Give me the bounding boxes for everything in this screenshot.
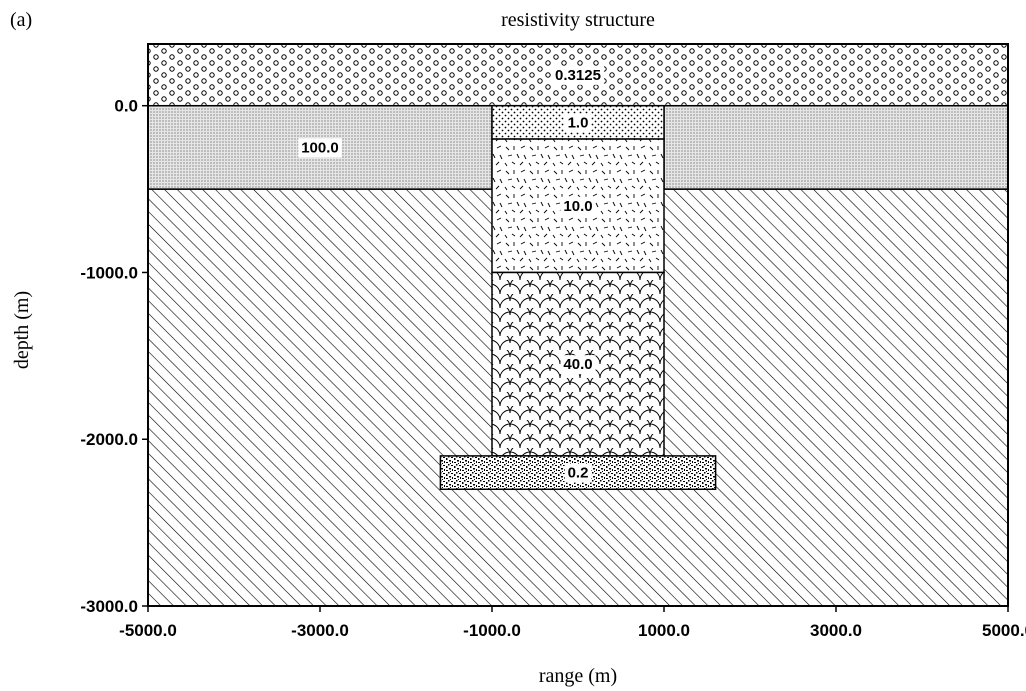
- region-label: 1.0: [568, 114, 589, 131]
- region-label-bg: [564, 463, 592, 483]
- x-tick-label: 1000.0: [638, 621, 690, 640]
- y-tick-label: -2000.0: [80, 430, 138, 449]
- x-tick-label: 3000.0: [810, 621, 862, 640]
- x-tick-label: -3000.0: [291, 621, 349, 640]
- region-fill: [663, 104, 1009, 190]
- panel-label: (a): [10, 9, 32, 31]
- region-label-bg: [560, 196, 596, 216]
- y-axis-label: depth (m): [11, 291, 33, 369]
- region-label: 0.2: [568, 465, 589, 482]
- plot-frame: [147, 43, 1009, 607]
- region-label: 100.0: [301, 139, 339, 156]
- region-label: 40.0: [563, 356, 592, 373]
- x-axis-label: range (m): [539, 665, 617, 687]
- x-tick-label: -5000.0: [119, 621, 177, 640]
- region-label-bg: [564, 113, 592, 133]
- y-tick-label: -1000.0: [80, 263, 138, 282]
- region-label-bg: [560, 355, 596, 375]
- region-label-bg: [298, 138, 342, 158]
- x-tick-label: 5000.0: [982, 621, 1026, 640]
- chart-title: resistivity structure: [501, 9, 655, 31]
- y-tick-label: 0.0: [114, 97, 138, 116]
- region-label-bg: [552, 65, 604, 85]
- region-label: 10.0: [563, 198, 592, 215]
- y-tick-label: -3000.0: [80, 597, 138, 616]
- x-tick-label: -1000.0: [463, 621, 521, 640]
- region-label: 0.3125: [555, 67, 601, 84]
